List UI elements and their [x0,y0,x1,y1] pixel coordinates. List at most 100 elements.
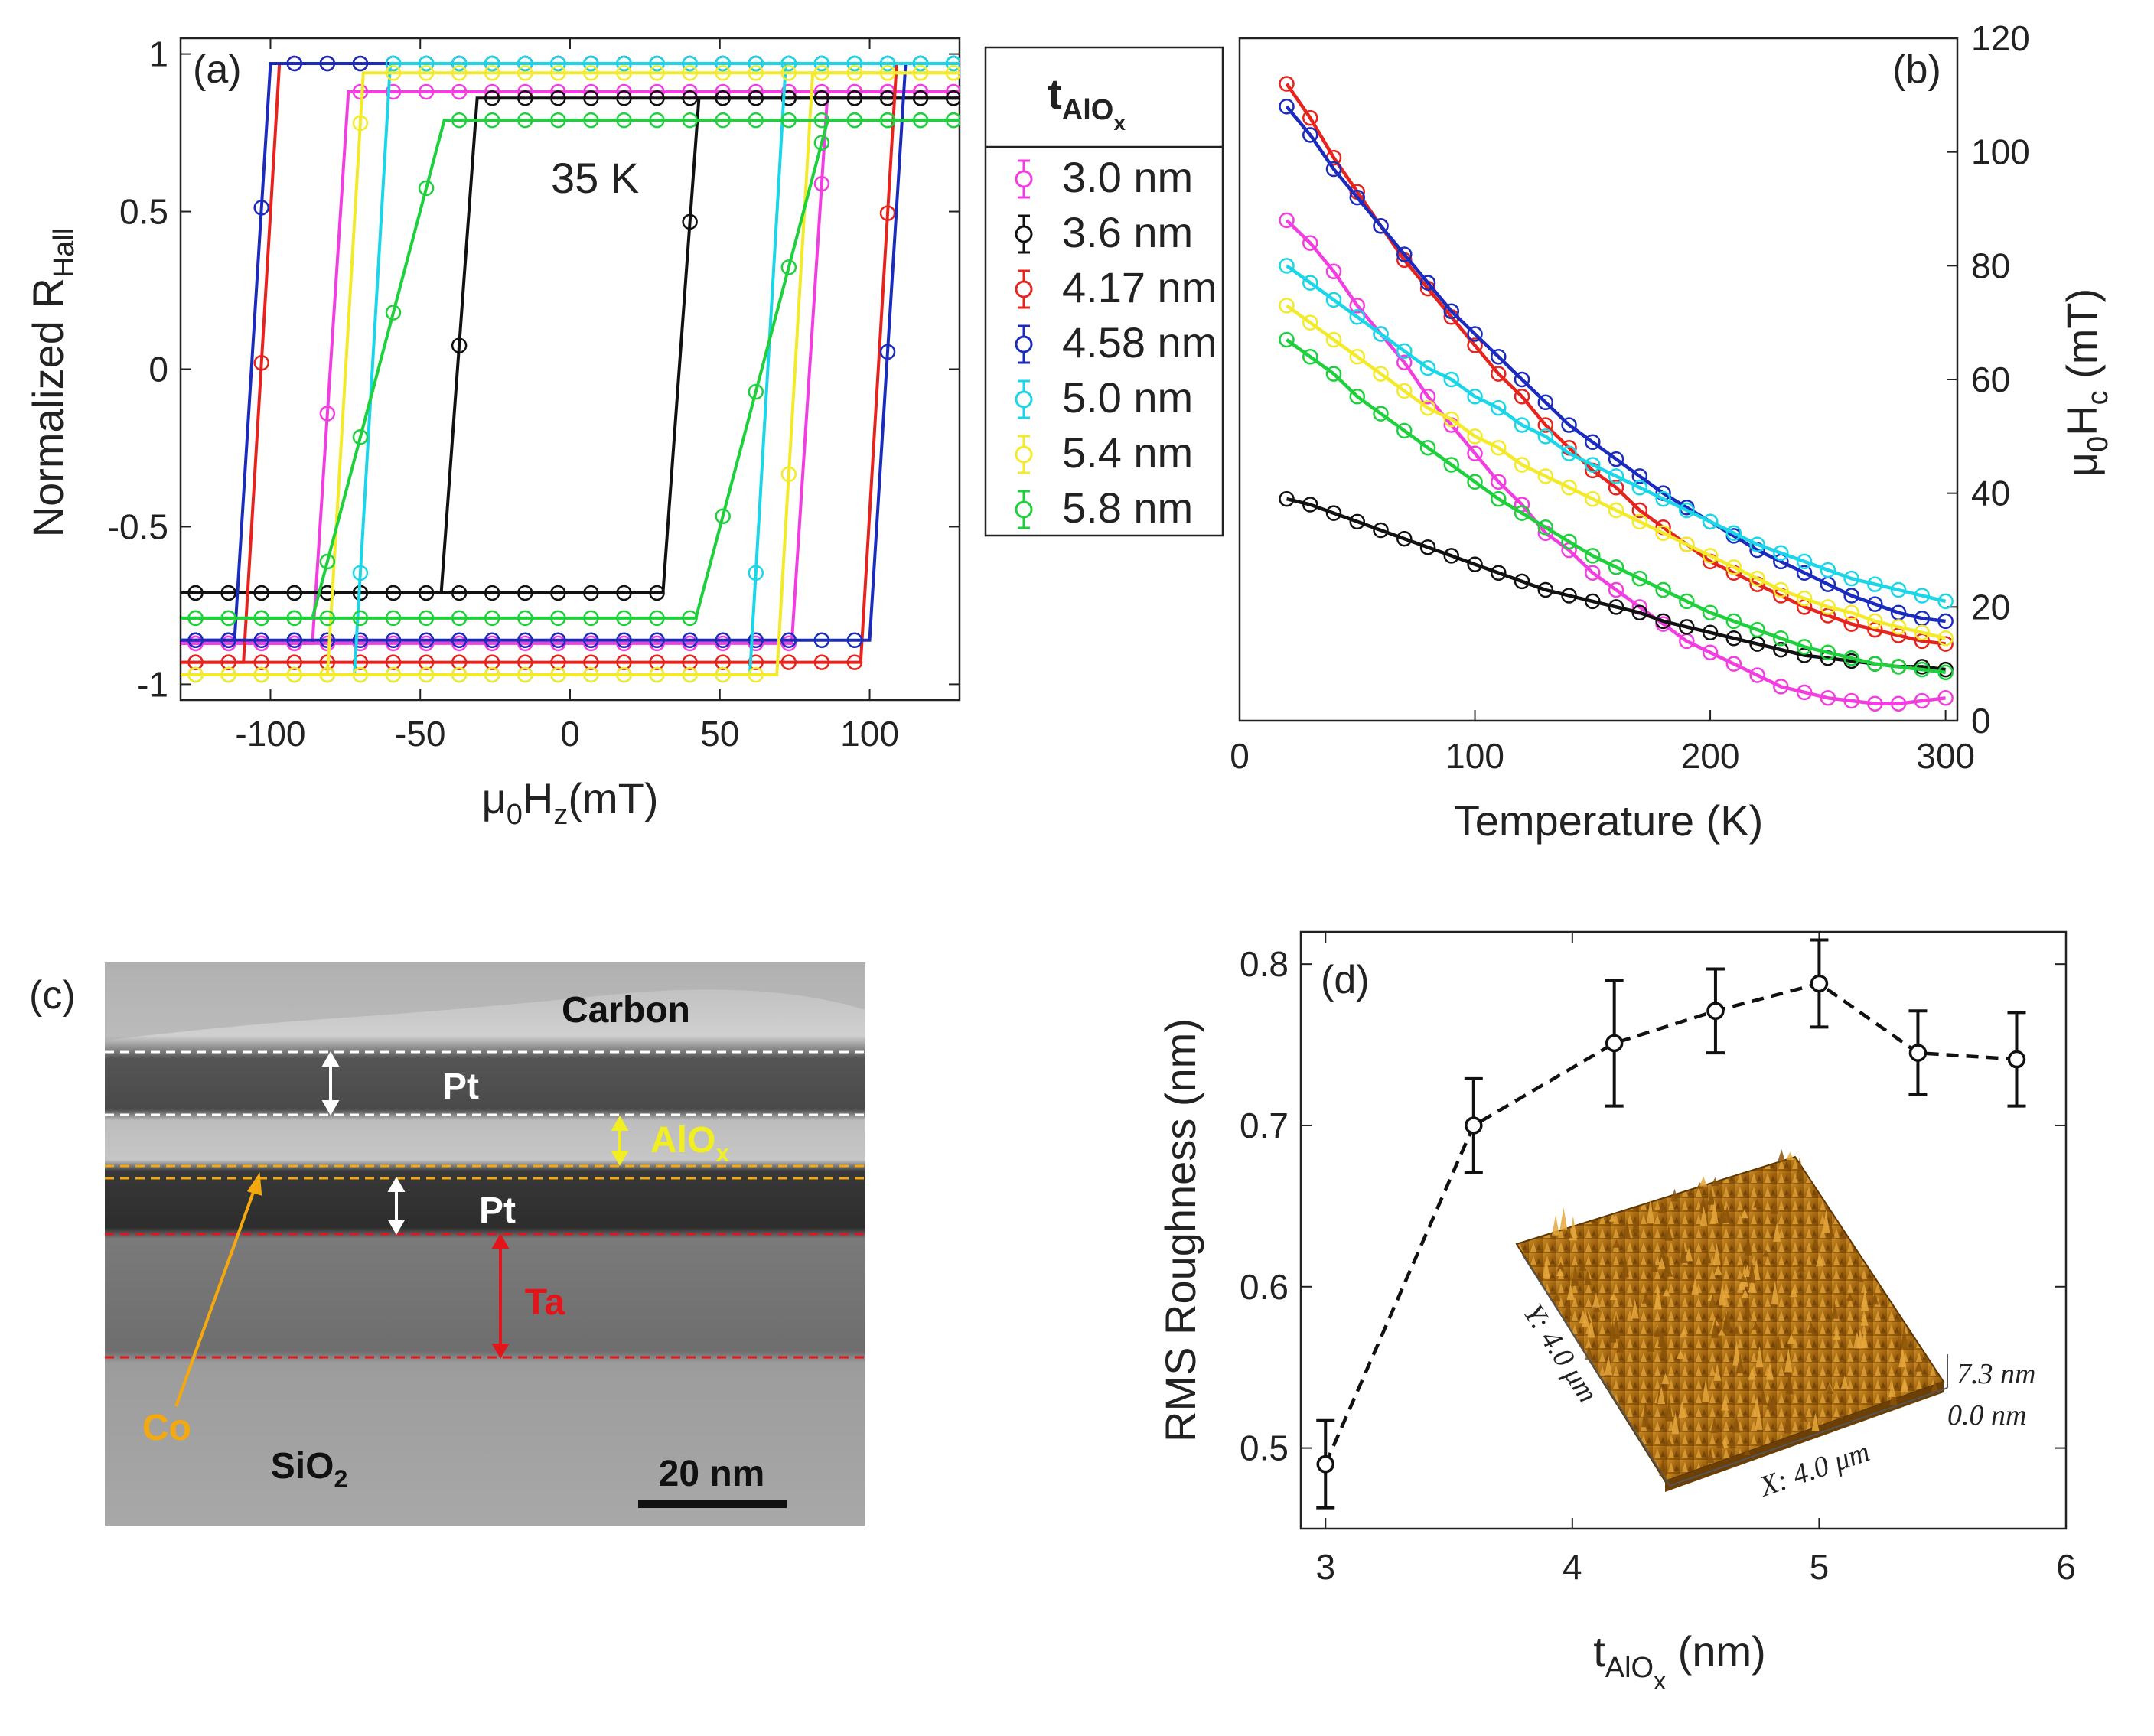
panel-b-label: (b) [1892,47,1941,92]
afm-x-axis [1669,1387,1948,1487]
afm-peak [1784,1409,1792,1434]
panel-a-marker [451,337,468,353]
panel-b-marker [1773,581,1789,598]
panel-a-marker [418,180,435,197]
panel-a-marker [418,55,435,72]
afm-peak [1773,1222,1781,1242]
panel-b-marker [1325,263,1342,280]
panel-a-marker [748,65,764,81]
afm-peak [1860,1312,1869,1326]
panel-b-marker [1373,522,1389,539]
panel-a-marker [550,610,566,627]
panel-d-ytick-label: 0.8 [1240,944,1289,984]
afm-peak [1717,1329,1725,1336]
panel-a-marker [616,632,632,648]
panel-a-marker [780,65,797,81]
panel-a-marker [253,355,269,371]
scale-bar [638,1500,787,1508]
panel-b-marker [1419,439,1436,456]
afm-peak [1830,1301,1839,1319]
panel-a-marker [352,654,369,670]
panel-b-marker [1467,389,1483,405]
panel-b-marker [1867,695,1883,712]
afm-peak [1621,1256,1629,1278]
panel-d-series [1316,938,2026,1510]
panel-b-marker [1702,548,1719,564]
afm-peak [1752,1259,1761,1280]
panel-b-xtick-label: 100 [1445,736,1504,776]
alox-label: AlOx [650,1120,729,1167]
panel-b-marker [1655,525,1671,541]
panel-a-marker [484,654,500,670]
afm-peak [1657,1257,1666,1270]
panel-b-marker [1443,411,1460,428]
afm-peak [1900,1377,1908,1392]
panel-a-marker [352,55,369,72]
panel-a-marker [319,55,336,72]
panel-a-marker [616,654,632,670]
panel-a-marker [187,610,204,627]
panel-b-marker [1514,371,1530,388]
panel-a-marker [484,65,500,81]
panel-d-ytick-label: 0.7 [1240,1106,1289,1145]
panel-a-marker [253,585,269,601]
panel-a-marker [715,632,731,648]
panel-a-marker [484,112,500,129]
panel-b-marker [1820,599,1836,615]
panel-d-xtick-label: 6 [2056,1547,2076,1587]
panel-a-marker [451,112,468,129]
panel-a-marker [418,666,435,683]
panel-b-marker [1937,630,1954,647]
panel-a-marker [813,135,830,151]
afm-peak [1719,1203,1727,1223]
afm-peak [1650,1261,1658,1272]
panel-a-marker [583,55,599,72]
panel-b-marker [1279,258,1295,274]
panel-a-marker [583,65,599,81]
panel-a-marker [385,666,402,683]
afm-peak [1807,1321,1815,1334]
panel-a-marker [748,654,764,670]
panel-d-label: (d) [1321,958,1370,1002]
panel-a-marker [484,666,500,683]
panel-b-marker [1467,445,1483,461]
panel-a-marker [879,55,896,72]
panel-a-marker [846,632,863,648]
panel-a-marker [813,65,830,81]
afm-peak [1741,1289,1749,1298]
panel-a-marker [748,383,764,400]
afm-peak [1766,1362,1774,1380]
panel-b-marker [1491,474,1507,490]
panel-b-marker [1514,417,1530,433]
panel-a-marker [550,654,566,670]
afm-peak [1856,1328,1864,1349]
panel-b-marker [1631,502,1648,519]
panel-a-marker [682,666,698,683]
afm-peak [1658,1247,1667,1262]
afm-peak [1680,1328,1688,1337]
panel-b-marker [1373,406,1389,422]
afm-peak [1685,1247,1693,1262]
afm-peak [1699,1206,1708,1226]
afm-z-min-label: 0.0 nm [1947,1399,2026,1431]
panel-a-marker [649,654,665,670]
panel-b-marker [1325,366,1342,382]
afm-peak [1646,1197,1654,1224]
panel-b-marker [1820,644,1836,661]
panel-a-marker [517,666,533,683]
panel-a-marker [813,654,830,670]
panel-a-marker [220,610,236,627]
panel-a-marker [780,259,797,275]
panel-b-marker [1702,604,1719,621]
panel-b-marker [1537,428,1554,445]
panel-a-xlabel: μ0Hz(mT) [481,774,658,831]
panel-a-marker [912,112,929,129]
afm-peak [1556,1262,1565,1272]
panel-a-marker [220,654,236,670]
panel-a-marker [616,90,632,106]
panel-a-marker [715,508,731,525]
panel-a-marker [220,632,236,648]
panel-a-marker [583,585,599,601]
panel-a-marker [846,654,863,670]
afm-z-max-label: 7.3 nm [1957,1358,2035,1390]
